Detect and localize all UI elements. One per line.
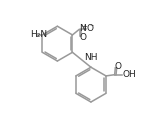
Text: ⁻: ⁻ xyxy=(89,22,93,31)
Text: NH: NH xyxy=(84,53,98,62)
Text: O: O xyxy=(80,33,87,42)
Text: H₂N: H₂N xyxy=(30,30,47,39)
Text: N: N xyxy=(79,24,86,33)
Text: OH: OH xyxy=(122,70,136,79)
Text: +: + xyxy=(82,24,88,30)
Text: O: O xyxy=(115,62,122,71)
Text: O: O xyxy=(87,24,93,33)
